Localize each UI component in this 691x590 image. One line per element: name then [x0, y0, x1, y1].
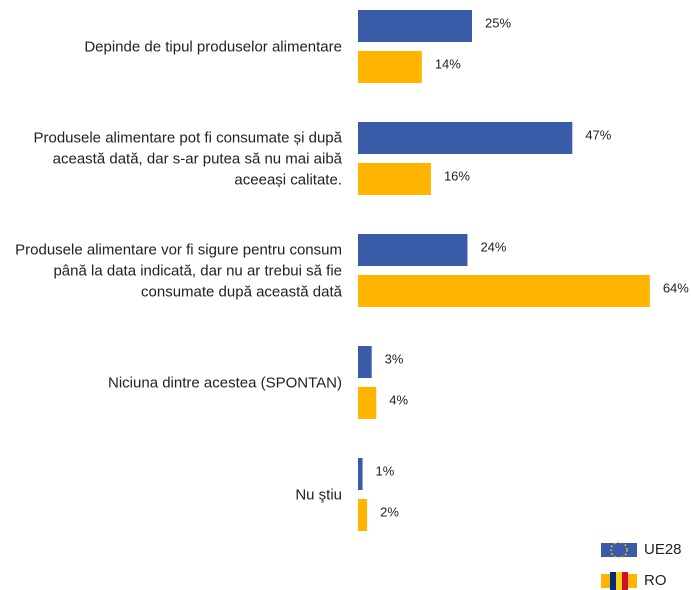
legend-swatch: [601, 543, 637, 557]
value-label: 64%: [663, 280, 689, 295]
legend-label: RO: [644, 572, 667, 589]
bar: [358, 234, 468, 266]
category-label: Niciuna dintre acestea (SPONTAN): [108, 374, 342, 391]
value-label: 16%: [444, 168, 470, 183]
value-label: 24%: [480, 239, 506, 254]
bar: [358, 10, 472, 42]
value-label: 2%: [380, 504, 399, 519]
category-label: Depinde de tipul produselor alimentare: [84, 38, 342, 55]
value-label: 1%: [376, 463, 395, 478]
value-label: 14%: [435, 56, 461, 71]
value-label: 47%: [585, 127, 611, 142]
category-label: Produsele alimentare pot fi consumate și…: [33, 129, 342, 188]
bar: [358, 458, 363, 490]
value-label: 25%: [485, 15, 511, 30]
category-label: Produsele alimentare vor fi sigure pentr…: [15, 241, 342, 300]
flag-blue: [610, 572, 616, 590]
category-label: Nu ştiu: [295, 486, 342, 503]
bar: [358, 387, 377, 419]
bar: [358, 122, 573, 154]
bar: [358, 499, 368, 531]
value-label: 3%: [385, 351, 404, 366]
legend-label: UE28: [644, 541, 682, 558]
value-label: 4%: [389, 392, 408, 407]
bar: [358, 275, 650, 307]
flag-yellow: [616, 572, 622, 590]
bar: [358, 163, 431, 195]
flag-red: [622, 572, 628, 590]
bar: [358, 346, 372, 378]
legend-item: UE28: [601, 541, 682, 559]
flag-stars: [610, 541, 628, 559]
bar: [358, 51, 422, 83]
legend-item: RO: [601, 572, 667, 590]
